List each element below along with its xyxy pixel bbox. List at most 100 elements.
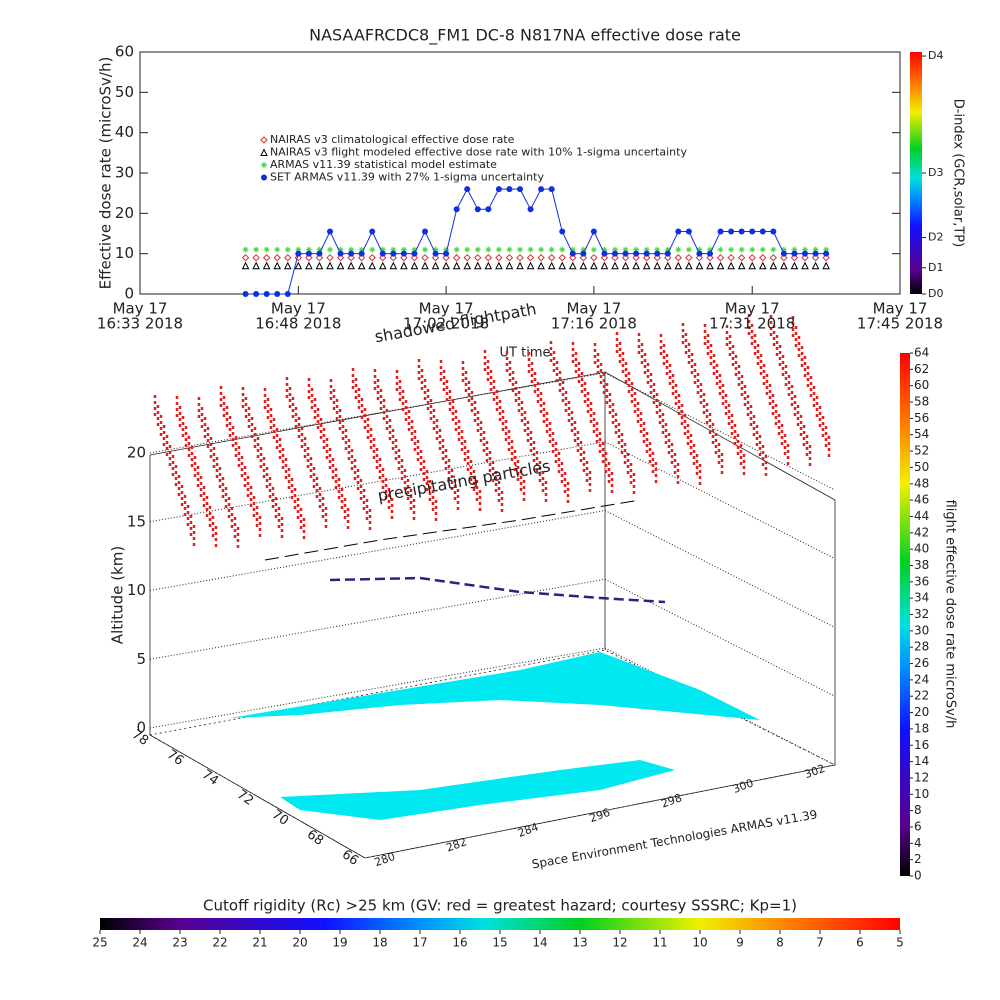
point	[369, 228, 376, 235]
colorbar-tick-label: 36	[914, 574, 929, 588]
point	[485, 246, 492, 253]
y2-tick-label: D4	[928, 49, 943, 62]
point	[590, 228, 597, 235]
point	[316, 246, 323, 253]
colorbar-tick-label: 23	[172, 936, 187, 950]
point	[675, 246, 682, 253]
point	[717, 246, 724, 253]
y2-tick-label: D3	[928, 166, 943, 179]
point	[336, 261, 345, 270]
point	[474, 253, 482, 262]
point	[305, 253, 313, 262]
point	[453, 246, 460, 253]
point	[822, 253, 830, 262]
lon-tick-label: 302	[803, 762, 827, 781]
point	[379, 250, 386, 257]
point	[538, 246, 545, 253]
point	[390, 246, 397, 253]
point	[400, 261, 408, 270]
point	[495, 261, 503, 270]
point	[357, 261, 366, 270]
point	[759, 253, 767, 262]
point	[770, 228, 777, 235]
point	[601, 250, 608, 257]
point	[422, 228, 428, 235]
point	[283, 261, 292, 270]
lat-tick-label: 74	[199, 767, 221, 789]
point	[294, 261, 303, 270]
point	[696, 246, 703, 253]
flight-path	[329, 576, 666, 604]
point	[695, 261, 704, 270]
point	[612, 250, 618, 257]
point	[358, 250, 365, 257]
point	[421, 261, 429, 270]
y-tick-label: 30	[115, 164, 134, 182]
point	[674, 253, 683, 262]
point	[242, 291, 249, 297]
land-region	[230, 652, 760, 720]
x-tick-label: 17:31 2018	[709, 315, 795, 333]
colorbar-tick-label: 6	[914, 819, 922, 833]
point	[558, 261, 567, 270]
colorbar-tick-label: 24	[914, 672, 929, 686]
point	[473, 261, 482, 270]
point	[568, 261, 577, 270]
colorbar-tick-label: 9	[736, 936, 744, 950]
y-tick-label: 0	[124, 285, 134, 303]
point	[337, 250, 344, 257]
point	[379, 246, 386, 253]
point	[389, 253, 398, 262]
colorbar-tick-label: 14	[532, 936, 547, 950]
point	[643, 246, 650, 253]
x-tick-label: May 17	[873, 300, 928, 318]
colorbar-tick-label: 46	[914, 493, 929, 507]
colorbar-tick-label: 62	[914, 362, 929, 376]
point	[273, 253, 281, 262]
point	[654, 246, 661, 253]
point	[453, 206, 460, 213]
point	[284, 253, 292, 262]
colorbar-tick-label: 16	[452, 936, 467, 950]
x-axis-label: UT time	[500, 346, 551, 361]
y2-tick-label: D0	[928, 287, 943, 300]
point	[379, 253, 387, 262]
point	[664, 246, 671, 253]
point	[569, 246, 576, 253]
legend-label: ARMAS v11.39 statistical model estimate	[270, 158, 497, 171]
point	[431, 261, 440, 270]
point	[484, 253, 493, 262]
point	[517, 186, 523, 193]
point	[326, 253, 334, 262]
point	[241, 261, 250, 270]
z-axis-label: Altitude (km)	[109, 546, 127, 644]
point	[811, 261, 820, 270]
chart-title: NASAAFRCDC8_FM1 DC-8 N817NA effective do…	[309, 26, 741, 46]
point	[516, 253, 524, 262]
point	[675, 228, 682, 235]
point	[696, 250, 703, 257]
colorbar-tick-label: 2	[914, 852, 922, 866]
point	[728, 228, 735, 235]
point	[633, 250, 640, 257]
colorbar-tick-label: 24	[132, 936, 147, 950]
y-tick-label: 20	[115, 204, 134, 222]
point	[263, 291, 270, 297]
point	[695, 253, 704, 262]
colorbar-tick-label: 11	[652, 936, 667, 950]
colorbar-tick-label: 20	[914, 705, 929, 719]
colorbar-tick-label: 30	[914, 623, 929, 637]
point	[378, 261, 387, 270]
lat-tick-label: 72	[234, 787, 256, 809]
point	[632, 253, 640, 262]
series-line	[245, 188, 827, 295]
point	[495, 253, 503, 262]
legend-label: SET ARMAS v11.39 with 27% 1-sigma uncert…	[270, 171, 544, 184]
point	[274, 246, 281, 253]
colorbar-tick-label: 8	[776, 936, 784, 950]
colorbar-tick-label: 20	[292, 936, 307, 950]
point	[801, 253, 809, 262]
colorbar-tick-label: 21	[252, 936, 267, 950]
